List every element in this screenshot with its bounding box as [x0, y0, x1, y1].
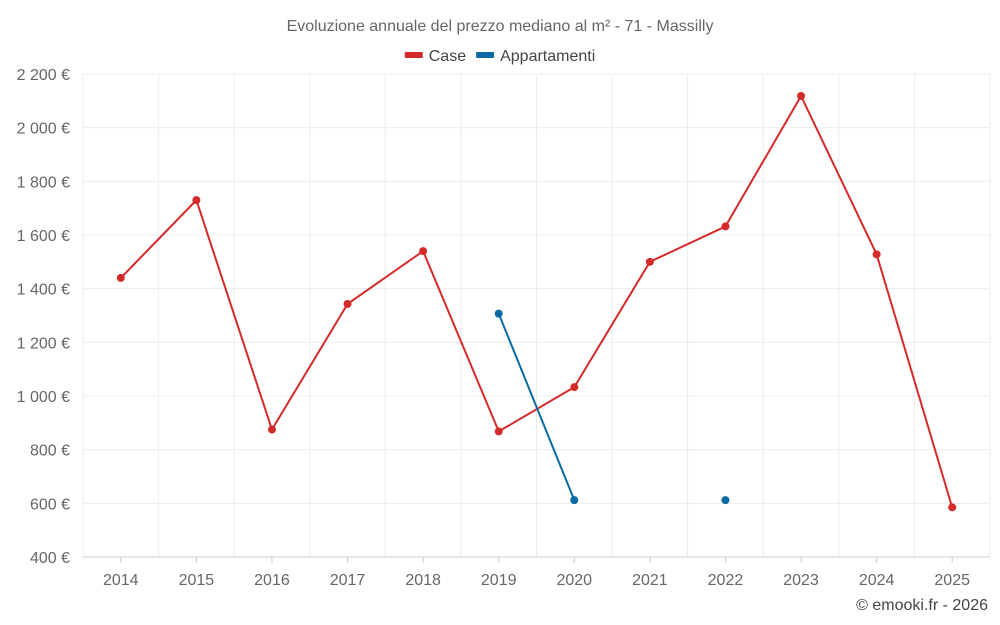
x-axis: 2014 2015 2016 2017 2018 2019 2020 2021 2022 2023… — [103, 557, 970, 589]
series-1 — [494, 309, 730, 505]
legend: Case Appartamenti — [404, 48, 595, 65]
legend-item[interactable]: Appartamenti — [476, 48, 595, 65]
data-point[interactable] — [494, 427, 503, 436]
data-point[interactable] — [419, 247, 428, 256]
x-tick-label: 2022 — [708, 572, 744, 589]
y-axis: 400 € 600 € 800 € 1 000 € 1 200 € 1 400 € 1 60… — [17, 67, 70, 567]
legend-label: Case — [429, 48, 466, 65]
x-tick-label: 2023 — [783, 572, 819, 589]
y-tick-label: 400 € — [30, 550, 70, 567]
legend-label: Appartamenti — [500, 48, 595, 65]
y-tick-label: 1 800 € — [17, 174, 70, 191]
x-tick-label: 2018 — [405, 572, 441, 589]
x-tick-label: 2020 — [556, 572, 592, 589]
x-tick-label: 2025 — [934, 572, 970, 589]
data-point[interactable] — [721, 496, 730, 505]
legend-swatch — [476, 52, 495, 58]
x-tick-label: 2024 — [859, 572, 895, 589]
y-tick-label: 600 € — [30, 496, 70, 513]
data-point[interactable] — [343, 299, 352, 308]
x-tick-label: 2014 — [103, 572, 139, 589]
x-tick-label: 2019 — [481, 572, 517, 589]
y-tick-label: 1 000 € — [17, 389, 70, 406]
data-point[interactable] — [267, 425, 276, 434]
chart-title: Evoluzione annuale del prezzo mediano al… — [287, 18, 714, 35]
legend-swatch — [404, 52, 423, 58]
data-point[interactable] — [192, 196, 201, 205]
data-point[interactable] — [948, 503, 957, 512]
y-tick-label: 2 000 € — [17, 121, 70, 138]
data-point[interactable] — [645, 257, 654, 266]
credit-text: © emooki.fr - 2026 — [856, 597, 988, 614]
x-tick-label: 2015 — [179, 572, 215, 589]
x-tick-label: 2016 — [254, 572, 290, 589]
data-point[interactable] — [797, 92, 806, 101]
y-tick-label: 2 200 € — [17, 67, 70, 84]
y-tick-label: 1 200 € — [17, 335, 70, 352]
data-point[interactable] — [570, 496, 579, 505]
series-group — [116, 92, 957, 512]
data-point[interactable] — [570, 383, 579, 392]
x-gridlines — [82, 74, 991, 557]
y-tick-label: 1 600 € — [17, 228, 70, 245]
legend-item[interactable]: Case — [404, 48, 466, 65]
data-point[interactable] — [721, 222, 730, 231]
x-tick-label: 2017 — [330, 572, 366, 589]
data-point[interactable] — [494, 309, 503, 318]
data-point[interactable] — [116, 273, 125, 282]
data-point[interactable] — [872, 250, 881, 259]
y-tick-label: 1 400 € — [17, 282, 70, 299]
series-line — [497, 313, 576, 501]
x-tick-label: 2021 — [632, 572, 668, 589]
y-tick-label: 800 € — [30, 443, 70, 460]
